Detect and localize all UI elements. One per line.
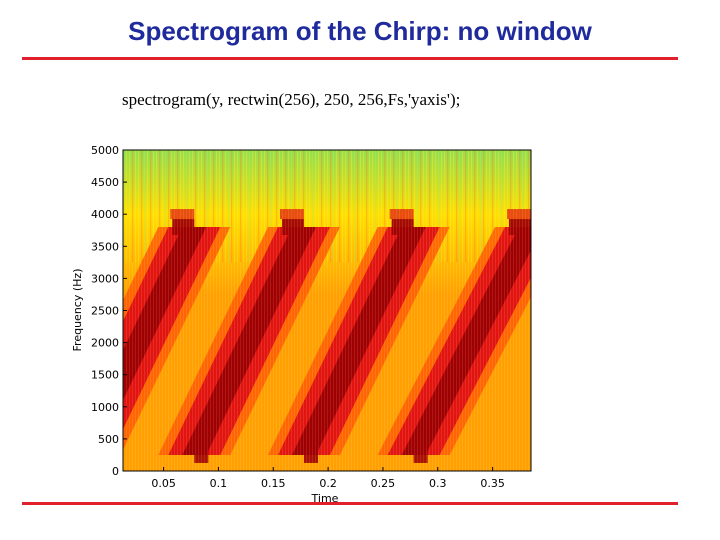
slide-title: Spectrogram of the Chirp: no window <box>128 16 592 46</box>
y-tick-label: 2500 <box>91 305 119 318</box>
matlab-command: spectrogram(y, rectwin(256), 250, 256,Fs… <box>122 90 461 109</box>
top-divider <box>22 57 678 60</box>
y-tick-label: 4500 <box>91 176 119 189</box>
y-axis: 0 500 1000 1500 2000 2500 3000 3500 4000 4500 5000 <box>91 144 127 478</box>
spectrogram-image <box>123 150 531 471</box>
stripe-overlay <box>123 150 531 471</box>
y-tick-label: 3000 <box>91 272 119 285</box>
y-tick-label: 0 <box>112 465 119 478</box>
x-tick-label: 0.15 <box>261 477 286 490</box>
y-tick-label: 5000 <box>91 144 119 157</box>
x-axis-label: Time <box>311 492 339 505</box>
x-tick-label: 0.1 <box>210 477 228 490</box>
y-tick-label: 1000 <box>91 401 119 414</box>
x-tick-label: 0.3 <box>429 477 447 490</box>
x-tick-label: 0.2 <box>319 477 337 490</box>
y-tick-label: 2000 <box>91 337 119 350</box>
x-tick-label: 0.25 <box>371 477 396 490</box>
x-tick-label: 0.05 <box>151 477 176 490</box>
y-axis-label: Frequency (Hz) <box>71 269 84 352</box>
y-tick-label: 3500 <box>91 240 119 253</box>
y-tick-label: 4000 <box>91 208 119 221</box>
x-axis: 0.05 0.1 0.15 0.2 0.25 0.3 0.35 <box>151 467 505 490</box>
x-tick-label: 0.35 <box>480 477 505 490</box>
bottom-divider <box>22 502 678 505</box>
y-tick-label: 1500 <box>91 369 119 382</box>
y-tick-label: 500 <box>98 433 119 446</box>
